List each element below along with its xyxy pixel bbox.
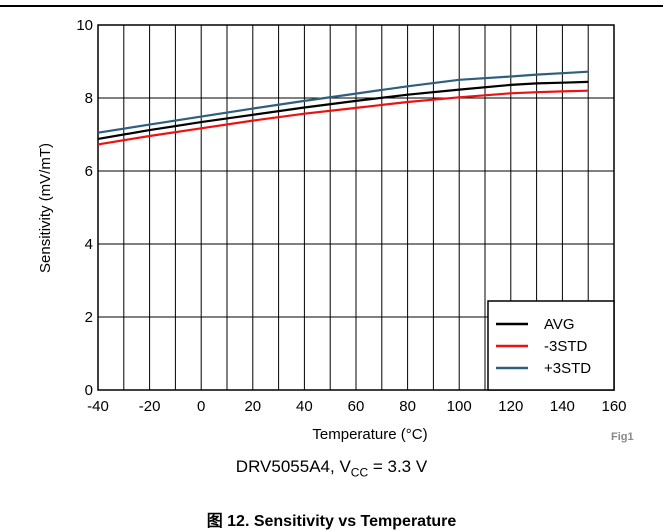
- x-tick-label: 20: [244, 398, 261, 415]
- legend-label: -3STD: [544, 338, 588, 355]
- tick-labels: -40 -20 0 20 40 60 80 100 120 140 160 0 2 4 6 8 10: [76, 17, 626, 415]
- grid-lines: [98, 25, 614, 390]
- y-tick-label: 8: [85, 90, 93, 107]
- conditions-prefix: DRV5055A4, V: [235, 457, 351, 476]
- y-tick-label: 0: [85, 382, 93, 399]
- axes: [97, 24, 615, 391]
- x-tick-label: 60: [348, 398, 365, 415]
- y-tick-label: 2: [85, 309, 93, 326]
- sensitivity-chart: -40 -20 0 20 40 60 80 100 120 140 160 0 2 4 6 8 10 AVG -3…: [37, 17, 627, 443]
- x-axis-label: Temperature (°C): [312, 426, 427, 443]
- x-tick-label: 0: [197, 398, 205, 415]
- x-tick-label: -40: [87, 398, 109, 415]
- legend: AVG -3STD +3STD: [487, 300, 615, 391]
- series-line-3std: [97, 70, 589, 134]
- conditions-suffix: = 3.3 V: [368, 457, 428, 476]
- legend-label: +3STD: [544, 360, 591, 377]
- plot-frame: [97, 24, 615, 391]
- figure-caption: 图 12. Sensitivity vs Temperature: [206, 513, 457, 530]
- x-tick-label: -20: [139, 398, 161, 415]
- x-tick-label: 80: [399, 398, 416, 415]
- y-tick-label: 4: [85, 236, 93, 253]
- series-line-3std: [97, 89, 589, 146]
- y-axis-label: Sensitivity (mV/mT): [37, 143, 54, 273]
- y-tick-label: 10: [76, 17, 93, 34]
- x-tick-label: 160: [601, 398, 626, 415]
- x-tick-label: 40: [296, 398, 313, 415]
- y-tick-label: 6: [85, 163, 93, 180]
- series-lines: [97, 70, 589, 146]
- x-tick-label: 140: [550, 398, 575, 415]
- figure-tag: Fig1: [611, 431, 634, 443]
- conditions-caption: DRV5055A4, VCC = 3.3 V: [0, 457, 663, 479]
- x-tick-label: 120: [498, 398, 523, 415]
- conditions-subscript: CC: [350, 465, 369, 480]
- x-tick-label: 100: [447, 398, 472, 415]
- top-rule: [0, 5, 663, 7]
- series-line-avg: [97, 80, 589, 140]
- legend-label: AVG: [544, 316, 575, 333]
